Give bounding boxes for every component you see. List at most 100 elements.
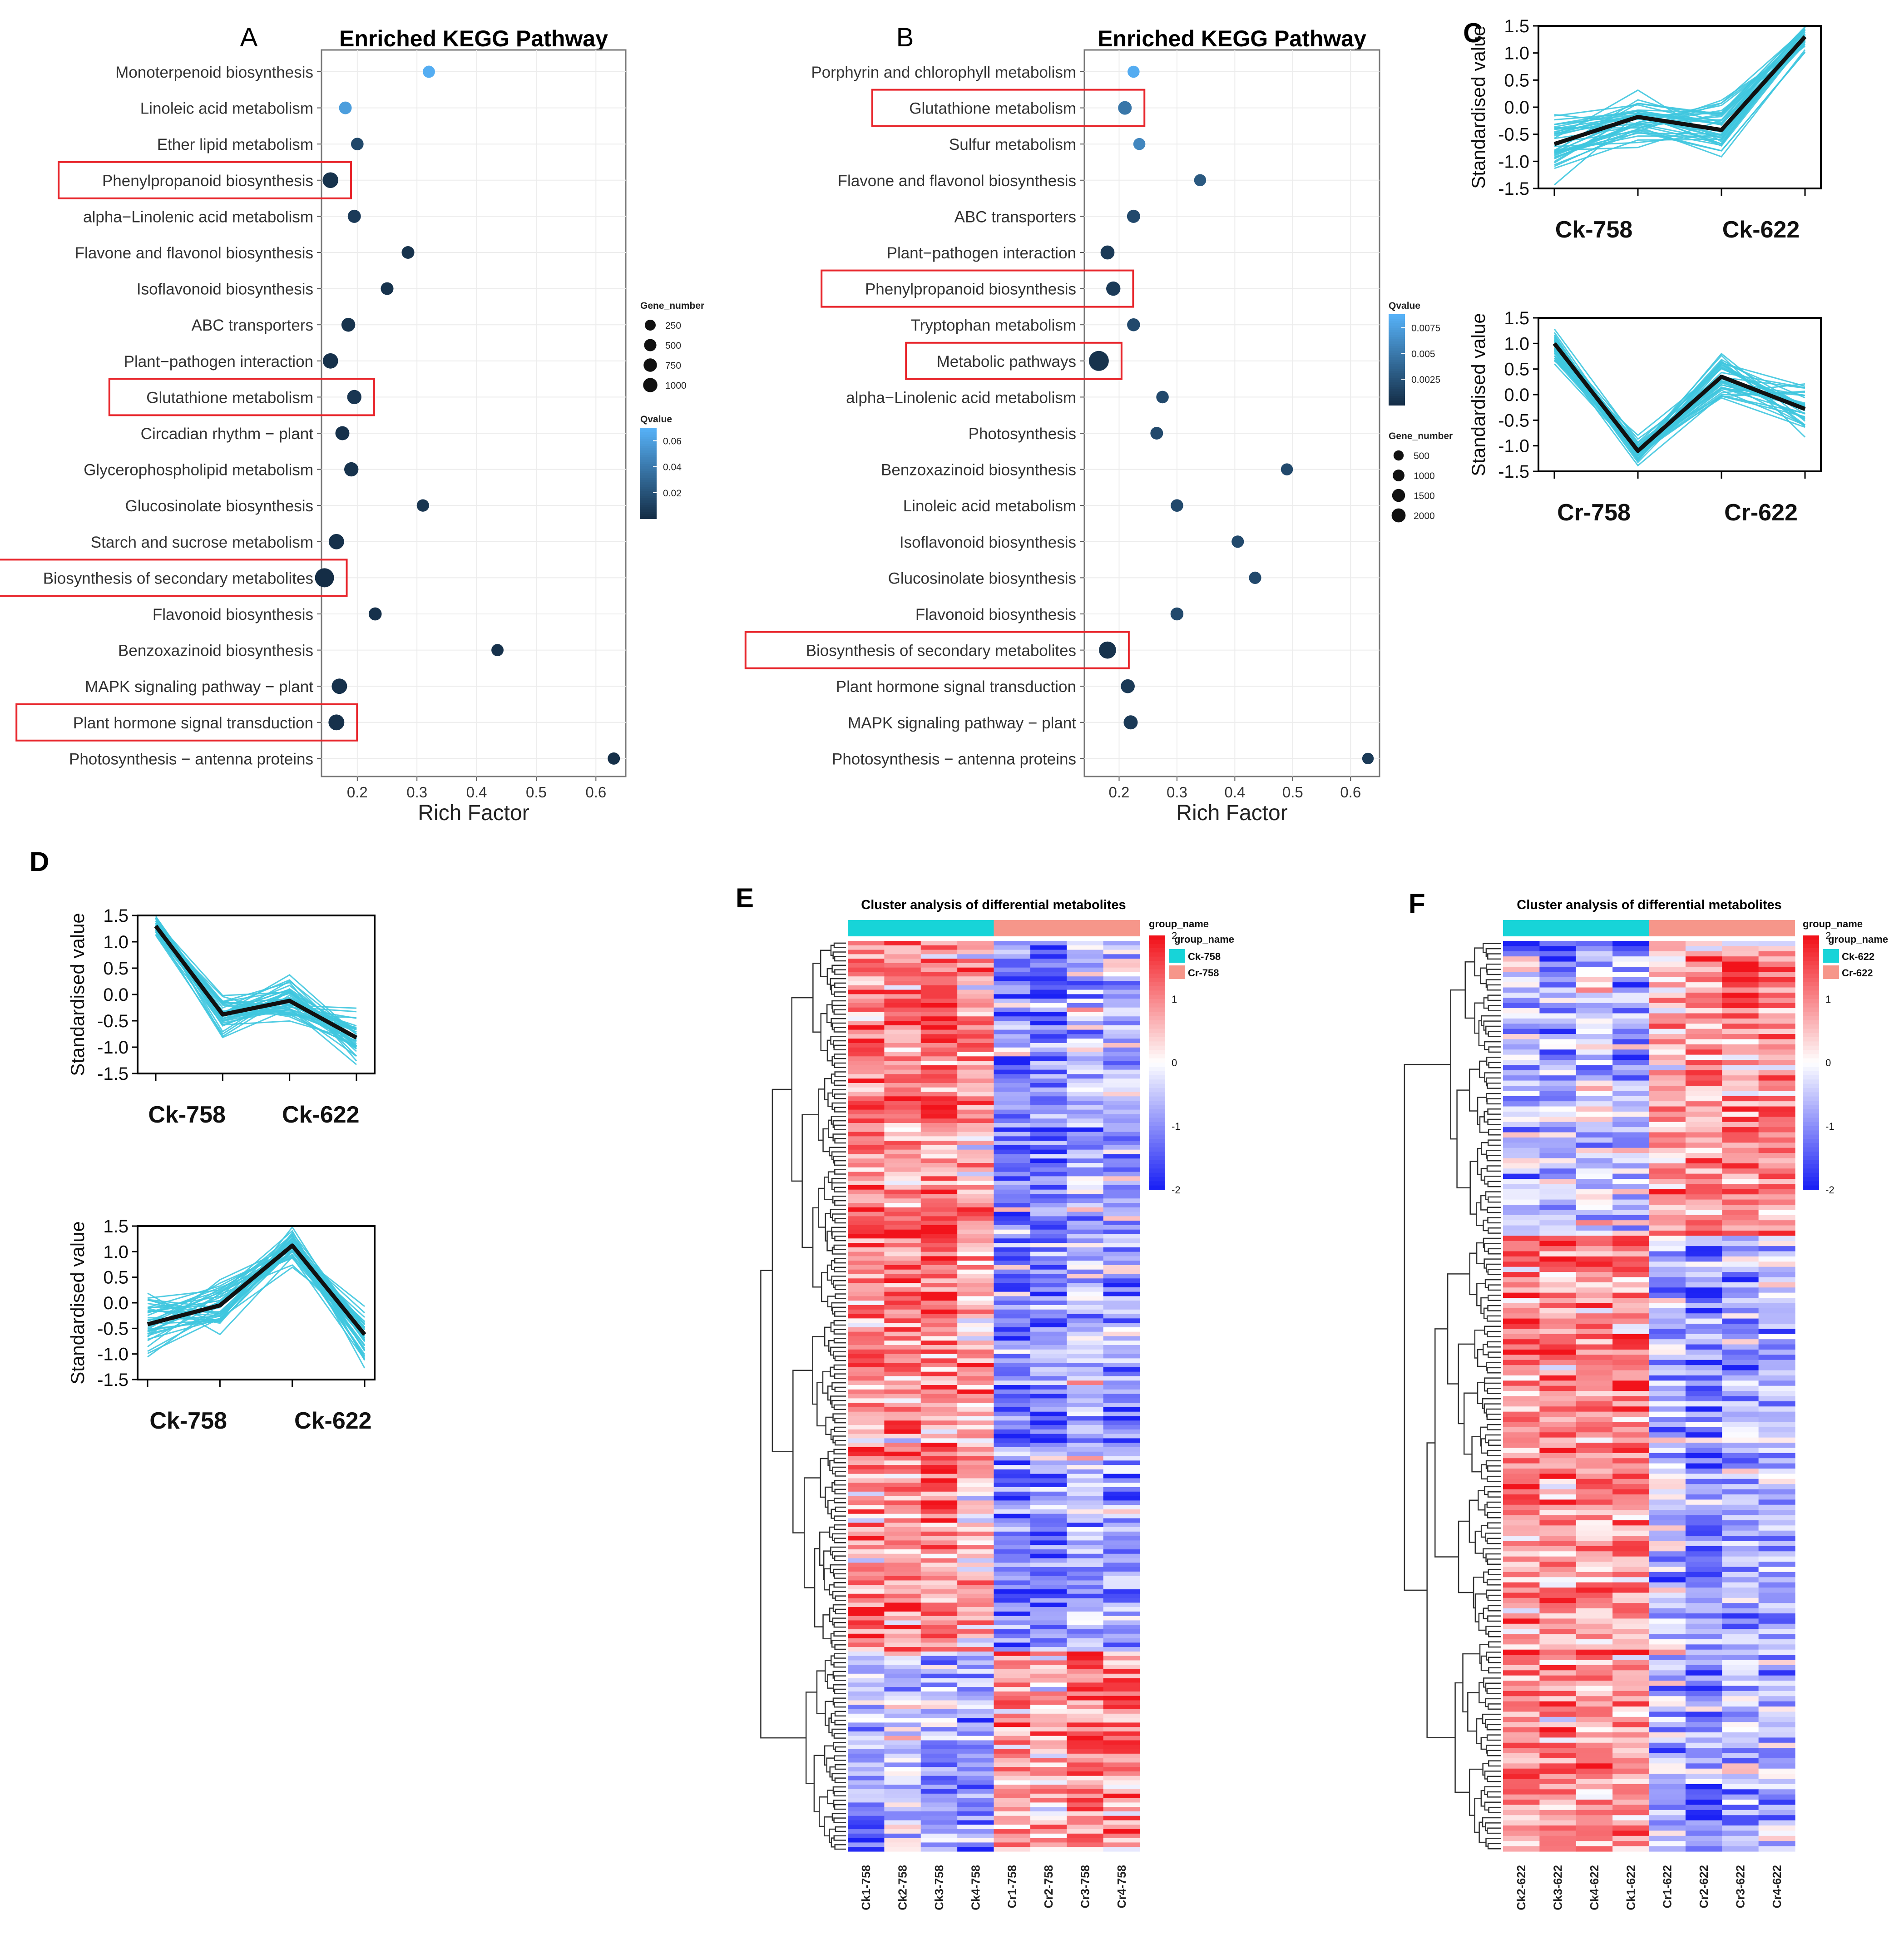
f-cell	[1612, 1153, 1650, 1159]
f-cell	[1612, 1339, 1650, 1345]
e-dendro-link	[832, 1213, 846, 1222]
e-cell	[884, 1620, 921, 1625]
e-cell	[1030, 1474, 1067, 1479]
f-cell	[1503, 1096, 1540, 1102]
e-colorbar-label: -2	[1172, 1184, 1181, 1196]
e-cell	[1103, 1838, 1140, 1843]
d-0-lines	[155, 916, 357, 1065]
f-cell	[1576, 1044, 1613, 1050]
f-cell	[1539, 1696, 1577, 1702]
f-cell	[1612, 1686, 1650, 1692]
e-cell	[884, 1069, 921, 1075]
e-cell	[1030, 1638, 1067, 1643]
f-cell	[1649, 1629, 1686, 1635]
f-dendro-link	[1482, 943, 1501, 953]
f-dendro-link	[1487, 1388, 1501, 1395]
f-cell	[1612, 1727, 1650, 1733]
f-cell	[1722, 992, 1759, 998]
f-dendro-link	[1487, 1615, 1501, 1622]
e-cell	[1030, 1647, 1067, 1652]
e-cell	[1030, 1500, 1067, 1505]
e-cell	[920, 1021, 958, 1026]
f-cell	[1685, 1215, 1722, 1221]
f-cell	[1649, 1784, 1686, 1790]
f-colorbar-segment	[1803, 1126, 1819, 1131]
e-cell	[848, 1789, 885, 1794]
e-cell	[957, 1571, 994, 1577]
a-point	[339, 101, 352, 114]
f-dendro-link	[1474, 1530, 1484, 1554]
a-point	[347, 209, 361, 223]
f-cell	[1685, 1489, 1722, 1495]
a-q-colorbar-segment	[640, 487, 657, 490]
a-x-tick-label: 0.5	[526, 784, 547, 801]
e-dendro-link	[831, 1655, 835, 1666]
e-cell	[848, 1745, 885, 1750]
e-cell	[1067, 1056, 1104, 1061]
f-cell	[1503, 1344, 1540, 1350]
e-cell	[848, 1842, 885, 1847]
e-dendro-link	[771, 1088, 793, 1452]
f-cell	[1576, 982, 1613, 988]
e-cell	[1030, 1029, 1067, 1034]
f-cell	[1685, 1292, 1722, 1298]
e-cell	[957, 1243, 994, 1248]
e-cell	[1067, 1376, 1104, 1381]
e-cell	[994, 1398, 1031, 1403]
e-cell	[994, 1523, 1031, 1528]
f-cell	[1758, 1189, 1795, 1195]
e-cell	[1030, 1221, 1067, 1226]
e-cell	[1030, 950, 1067, 955]
f-cell	[1685, 1008, 1722, 1014]
e-cell	[920, 1523, 958, 1528]
f-cell	[1649, 1111, 1686, 1117]
e-cell	[920, 1318, 958, 1323]
e-cell	[848, 1043, 885, 1048]
f-cell	[1649, 1060, 1686, 1066]
e-dendro-link	[834, 1236, 846, 1242]
b-x-tick-label: 0.4	[1224, 784, 1245, 801]
e-cell	[957, 1678, 994, 1683]
e-colorbar-segment	[1149, 1177, 1165, 1182]
f-cell	[1539, 1324, 1577, 1330]
e-cell	[1103, 981, 1140, 986]
e-cell	[994, 1536, 1031, 1541]
e-cell	[1067, 1007, 1104, 1013]
f-cell	[1503, 1184, 1540, 1190]
e-dendro-link	[833, 1835, 846, 1841]
f-dendro-link	[1488, 1568, 1501, 1575]
f-cell	[1539, 1556, 1577, 1562]
e-cell	[994, 1132, 1031, 1137]
e-dendro-link	[834, 1138, 846, 1144]
e-cell	[1103, 1363, 1140, 1368]
e-cell	[1030, 1656, 1067, 1661]
e-cell	[1103, 1274, 1140, 1279]
b-q-colorbar-label: 0.005	[1411, 349, 1435, 359]
e-cell	[957, 1371, 994, 1377]
e-cell	[848, 1678, 885, 1683]
e-cell	[1103, 1563, 1140, 1568]
f-cell	[1758, 977, 1795, 983]
e-dendro-link	[828, 1717, 832, 1733]
f-cell	[1649, 1096, 1686, 1102]
e-cell	[957, 1589, 994, 1594]
f-cell	[1758, 1716, 1795, 1722]
e-cell	[957, 1447, 994, 1452]
b-pathway-label: Flavone and flavonol biosynthesis	[838, 172, 1076, 190]
f-cell	[1722, 1572, 1759, 1578]
f-cell	[1758, 1380, 1795, 1386]
e-cell	[957, 1545, 994, 1550]
f-cell	[1649, 1825, 1686, 1831]
e-cell	[1030, 1034, 1067, 1039]
e-cell	[994, 1642, 1031, 1647]
e-cell	[884, 1553, 921, 1559]
e-cell	[920, 1336, 958, 1341]
e-cell	[957, 1593, 994, 1599]
e-cell	[994, 1043, 1031, 1048]
e-cell	[848, 1776, 885, 1781]
f-cell	[1503, 1613, 1540, 1619]
a-point	[331, 678, 347, 694]
e-cell	[884, 1491, 921, 1497]
e-cell	[884, 1158, 921, 1163]
e-dendro-link	[834, 1080, 846, 1086]
